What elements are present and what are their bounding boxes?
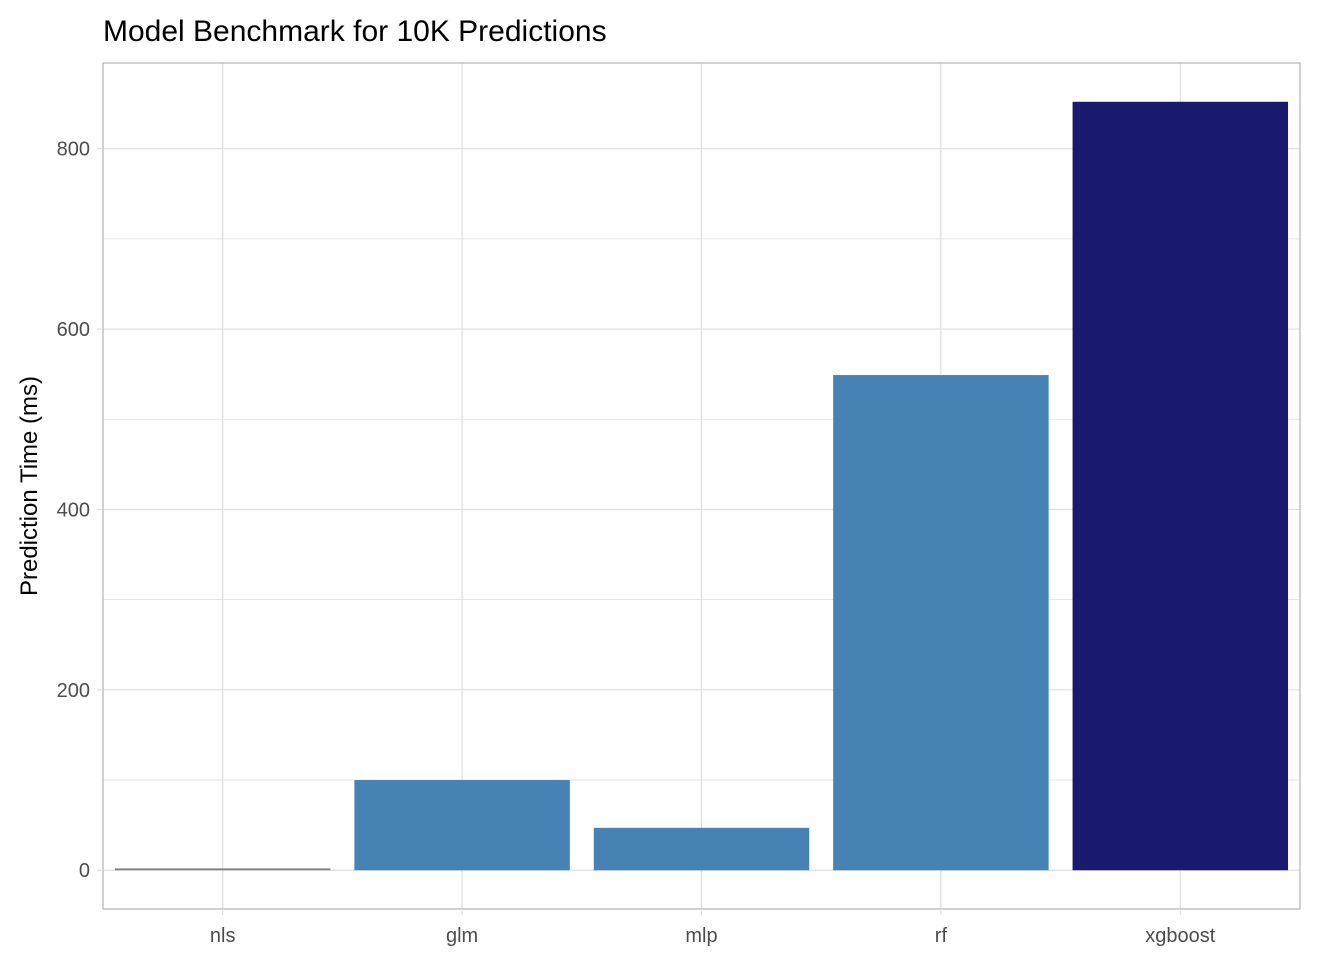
y-axis-ticks: 0 200 400 600 800 bbox=[57, 139, 103, 882]
y-tick-label: 400 bbox=[57, 499, 90, 521]
y-tick-label: 600 bbox=[57, 319, 90, 341]
bar-mlp bbox=[593, 827, 810, 871]
y-tick-label: 0 bbox=[79, 860, 90, 882]
x-tick-label-nls: nls bbox=[210, 925, 236, 947]
y-tick-label: 200 bbox=[57, 680, 90, 702]
y-axis-label: Prediction Time (ms) bbox=[16, 376, 43, 596]
x-tick-label-glm: glm bbox=[446, 925, 478, 947]
bars bbox=[114, 101, 1289, 871]
bar-xgboost bbox=[1072, 101, 1289, 871]
x-tick-label-xgboost: xgboost bbox=[1145, 925, 1215, 947]
x-tick-label-mlp: mlp bbox=[685, 925, 717, 947]
bar-nls bbox=[114, 868, 331, 871]
x-axis-ticks: nls glm mlp rf xgboost bbox=[210, 909, 1216, 947]
x-tick-label-rf: rf bbox=[935, 925, 948, 947]
chart-title: Model Benchmark for 10K Predictions bbox=[103, 15, 607, 48]
bar-rf bbox=[833, 375, 1049, 871]
y-tick-label: 800 bbox=[57, 139, 90, 161]
bar-glm bbox=[354, 780, 570, 871]
